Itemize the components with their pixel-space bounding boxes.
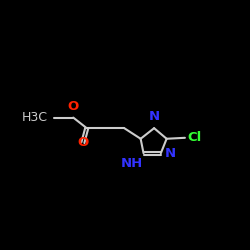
Text: O: O	[68, 100, 79, 113]
Text: NH: NH	[120, 158, 142, 170]
Text: N: N	[164, 147, 175, 160]
Text: O: O	[77, 136, 88, 149]
Text: Cl: Cl	[187, 131, 202, 144]
Text: H3C: H3C	[22, 111, 48, 124]
Text: N: N	[148, 110, 160, 123]
